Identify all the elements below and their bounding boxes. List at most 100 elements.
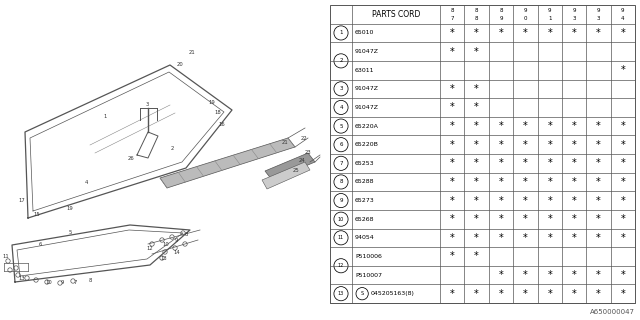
Text: *: * — [450, 233, 454, 243]
Text: *: * — [474, 289, 479, 299]
Text: 91047Z: 91047Z — [355, 86, 379, 91]
Text: 15: 15 — [34, 212, 40, 218]
Text: *: * — [450, 158, 454, 168]
Text: *: * — [450, 102, 454, 112]
Text: 9: 9 — [524, 8, 527, 13]
Text: *: * — [474, 140, 479, 150]
Text: *: * — [474, 84, 479, 94]
Text: *: * — [499, 177, 503, 187]
Text: 8: 8 — [475, 16, 478, 21]
Text: 2: 2 — [170, 146, 173, 150]
Text: *: * — [596, 233, 601, 243]
Text: *: * — [523, 270, 528, 280]
Text: 6: 6 — [38, 242, 42, 246]
Text: *: * — [620, 177, 625, 187]
Text: *: * — [547, 270, 552, 280]
Text: 1: 1 — [339, 30, 343, 36]
Text: 4: 4 — [339, 105, 343, 110]
Text: *: * — [572, 196, 577, 205]
Text: *: * — [596, 214, 601, 224]
Text: *: * — [523, 158, 528, 168]
Text: *: * — [620, 65, 625, 75]
Text: 65268: 65268 — [355, 217, 374, 222]
Text: 9: 9 — [339, 198, 343, 203]
Text: 11: 11 — [338, 235, 344, 240]
Text: 6: 6 — [339, 142, 343, 147]
Text: *: * — [450, 140, 454, 150]
Text: *: * — [523, 140, 528, 150]
Text: 13: 13 — [161, 255, 167, 260]
Text: 9: 9 — [572, 8, 576, 13]
Text: 4: 4 — [621, 16, 625, 21]
Text: 13: 13 — [19, 276, 26, 281]
Text: *: * — [596, 121, 601, 131]
Text: 8: 8 — [88, 277, 92, 283]
Text: *: * — [474, 252, 479, 261]
Text: *: * — [620, 214, 625, 224]
Text: *: * — [499, 270, 503, 280]
Text: *: * — [547, 196, 552, 205]
Text: *: * — [572, 121, 577, 131]
Text: *: * — [523, 28, 528, 38]
Text: 7: 7 — [451, 16, 454, 21]
Text: 14: 14 — [173, 250, 180, 254]
Polygon shape — [265, 153, 315, 180]
Text: 5: 5 — [339, 124, 343, 129]
Text: *: * — [547, 28, 552, 38]
Text: 10: 10 — [163, 242, 170, 246]
Bar — [330, 5, 635, 303]
Text: 65273: 65273 — [355, 198, 375, 203]
Text: *: * — [620, 121, 625, 131]
Text: *: * — [572, 233, 577, 243]
Text: 24: 24 — [299, 158, 305, 164]
Text: *: * — [523, 121, 528, 131]
Text: *: * — [572, 289, 577, 299]
Text: *: * — [450, 252, 454, 261]
Text: *: * — [523, 177, 528, 187]
Text: 10: 10 — [45, 279, 52, 284]
Text: *: * — [620, 158, 625, 168]
Text: *: * — [499, 158, 503, 168]
Text: *: * — [547, 121, 552, 131]
Text: *: * — [474, 47, 479, 57]
Text: 20: 20 — [177, 61, 184, 67]
Text: 65253: 65253 — [355, 161, 374, 166]
Text: *: * — [450, 214, 454, 224]
Text: 5: 5 — [68, 229, 72, 235]
Text: 21: 21 — [282, 140, 289, 146]
Text: 65288: 65288 — [355, 180, 374, 184]
Text: 0: 0 — [524, 16, 527, 21]
Text: 25: 25 — [292, 167, 300, 172]
Text: 91047Z: 91047Z — [355, 49, 379, 54]
Text: *: * — [547, 233, 552, 243]
Text: *: * — [620, 196, 625, 205]
Text: 3: 3 — [339, 86, 343, 91]
Text: A650000047: A650000047 — [590, 309, 635, 315]
Text: 3: 3 — [145, 101, 148, 107]
Text: 9: 9 — [60, 281, 64, 285]
Text: 9: 9 — [499, 16, 502, 21]
Text: *: * — [499, 233, 503, 243]
Text: 65010: 65010 — [355, 30, 374, 36]
Text: 10: 10 — [338, 217, 344, 222]
Text: 19: 19 — [67, 205, 74, 211]
Text: P510006: P510006 — [355, 254, 382, 259]
Text: *: * — [596, 158, 601, 168]
Text: 8: 8 — [475, 8, 478, 13]
Text: *: * — [620, 140, 625, 150]
Text: *: * — [547, 289, 552, 299]
Text: *: * — [572, 177, 577, 187]
Text: *: * — [474, 28, 479, 38]
Text: *: * — [523, 196, 528, 205]
Text: *: * — [450, 84, 454, 94]
Text: *: * — [499, 28, 503, 38]
Text: PARTS CORD: PARTS CORD — [372, 10, 420, 19]
Text: *: * — [572, 270, 577, 280]
Text: *: * — [596, 140, 601, 150]
Text: *: * — [523, 214, 528, 224]
Text: *: * — [572, 28, 577, 38]
Text: *: * — [572, 214, 577, 224]
Text: 1: 1 — [103, 115, 107, 119]
Polygon shape — [262, 162, 310, 189]
Text: 8: 8 — [451, 8, 454, 13]
